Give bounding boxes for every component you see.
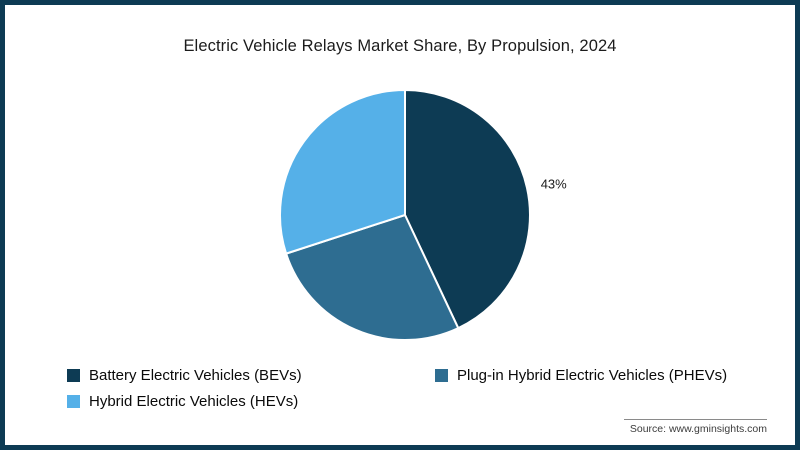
legend-swatch-hevs [67, 395, 80, 408]
legend-item-hevs: Hybrid Electric Vehicles (HEVs) [67, 393, 435, 410]
pie-slice-2 [279, 89, 406, 255]
legend: Battery Electric Vehicles (BEVs) Plug-in… [67, 367, 767, 410]
pie-slice-1 [285, 214, 460, 341]
legend-label-bevs: Battery Electric Vehicles (BEVs) [89, 367, 302, 384]
legend-item-bevs: Battery Electric Vehicles (BEVs) [67, 367, 435, 384]
source-attribution: Source: www.gminsights.com [623, 419, 767, 435]
legend-swatch-phevs [435, 369, 448, 382]
chart-title: Electric Vehicle Relays Market Share, By… [183, 37, 617, 55]
slice-data-label-0: 43% [541, 177, 567, 192]
legend-label-hevs: Hybrid Electric Vehicles (HEVs) [89, 393, 299, 410]
pie-slice-0 [404, 89, 531, 330]
legend-label-phevs: Plug-in Hybrid Electric Vehicles (PHEVs) [457, 367, 728, 384]
legend-item-phevs: Plug-in Hybrid Electric Vehicles (PHEVs) [435, 367, 767, 384]
pie-chart-svg: 43% [279, 89, 567, 341]
pie-chart: 43% [225, 65, 585, 365]
legend-swatch-bevs [67, 369, 80, 382]
